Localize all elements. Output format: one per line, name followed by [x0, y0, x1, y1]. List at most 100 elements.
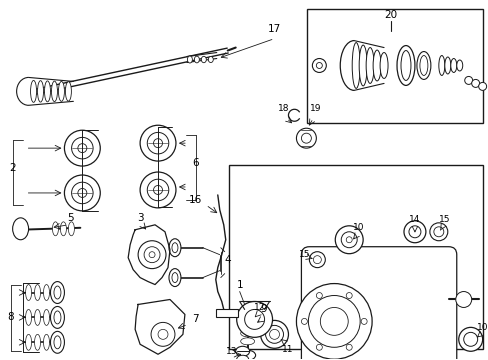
Circle shape: [429, 223, 447, 241]
Circle shape: [147, 179, 168, 201]
Circle shape: [301, 318, 307, 324]
Ellipse shape: [269, 329, 279, 339]
Text: 17: 17: [267, 24, 281, 33]
Circle shape: [312, 59, 325, 72]
Text: 6: 6: [192, 158, 199, 168]
Ellipse shape: [260, 320, 288, 348]
Ellipse shape: [35, 310, 41, 325]
Text: 15: 15: [298, 250, 309, 259]
Ellipse shape: [240, 338, 254, 345]
Ellipse shape: [25, 284, 32, 301]
Ellipse shape: [240, 330, 254, 337]
Text: 9: 9: [260, 305, 266, 314]
Ellipse shape: [372, 50, 380, 81]
Ellipse shape: [169, 239, 181, 257]
Circle shape: [361, 318, 366, 324]
Text: 14: 14: [408, 215, 420, 224]
Ellipse shape: [172, 243, 178, 253]
Ellipse shape: [239, 350, 255, 360]
Bar: [228, 165, 482, 349]
Ellipse shape: [416, 51, 430, 80]
Ellipse shape: [54, 311, 61, 324]
Text: 10: 10: [476, 323, 488, 332]
Ellipse shape: [65, 82, 71, 101]
Circle shape: [335, 226, 363, 254]
Circle shape: [296, 128, 316, 148]
Circle shape: [316, 293, 322, 298]
Circle shape: [140, 125, 176, 161]
Text: 12: 12: [253, 303, 265, 312]
Circle shape: [147, 132, 168, 154]
Circle shape: [64, 130, 100, 166]
Circle shape: [320, 307, 347, 336]
Circle shape: [244, 310, 264, 329]
Ellipse shape: [194, 56, 199, 63]
Circle shape: [78, 144, 87, 153]
Ellipse shape: [201, 56, 206, 63]
Circle shape: [316, 344, 322, 350]
Ellipse shape: [265, 325, 283, 343]
Circle shape: [463, 332, 477, 346]
Ellipse shape: [61, 222, 66, 236]
Ellipse shape: [419, 55, 427, 76]
Ellipse shape: [25, 334, 32, 350]
Circle shape: [71, 138, 93, 159]
Text: 2: 2: [9, 163, 16, 173]
Ellipse shape: [43, 310, 49, 325]
Ellipse shape: [396, 46, 414, 85]
Bar: [215, 310, 237, 318]
FancyBboxPatch shape: [301, 247, 456, 360]
Ellipse shape: [52, 222, 59, 236]
Ellipse shape: [235, 346, 249, 356]
Ellipse shape: [43, 284, 49, 301]
Ellipse shape: [54, 336, 61, 349]
Circle shape: [433, 227, 443, 237]
Ellipse shape: [400, 50, 410, 80]
Text: 16: 16: [189, 195, 202, 205]
Circle shape: [153, 185, 162, 194]
Ellipse shape: [31, 80, 37, 102]
Ellipse shape: [35, 284, 41, 301]
Circle shape: [78, 189, 87, 197]
Circle shape: [153, 139, 162, 148]
Circle shape: [455, 292, 471, 307]
Ellipse shape: [208, 57, 213, 63]
Circle shape: [140, 172, 176, 208]
Text: 13: 13: [225, 347, 237, 356]
Circle shape: [158, 329, 168, 339]
Ellipse shape: [438, 55, 444, 76]
Text: 15: 15: [438, 215, 449, 224]
Ellipse shape: [351, 42, 360, 89]
Ellipse shape: [44, 81, 50, 102]
Circle shape: [236, 301, 272, 337]
Ellipse shape: [13, 218, 28, 240]
Ellipse shape: [456, 60, 462, 71]
Circle shape: [464, 76, 472, 84]
Ellipse shape: [25, 310, 32, 325]
Circle shape: [308, 296, 360, 347]
Ellipse shape: [50, 306, 64, 328]
Text: 7: 7: [192, 314, 199, 324]
Text: 11: 11: [281, 345, 293, 354]
Circle shape: [471, 80, 479, 87]
Ellipse shape: [35, 334, 41, 350]
Circle shape: [478, 82, 486, 90]
Text: 1: 1: [236, 280, 243, 289]
Text: 18: 18: [277, 104, 289, 113]
Circle shape: [346, 293, 351, 298]
Circle shape: [138, 241, 165, 269]
Circle shape: [151, 323, 175, 346]
Ellipse shape: [38, 81, 43, 102]
Ellipse shape: [169, 269, 181, 287]
Ellipse shape: [59, 81, 64, 101]
Text: 19: 19: [309, 104, 321, 113]
Circle shape: [408, 226, 420, 238]
Ellipse shape: [450, 59, 456, 72]
Ellipse shape: [43, 334, 49, 350]
Circle shape: [296, 284, 371, 359]
Ellipse shape: [236, 355, 248, 360]
Ellipse shape: [172, 273, 178, 283]
Circle shape: [346, 344, 351, 350]
Ellipse shape: [359, 45, 366, 86]
Circle shape: [346, 237, 351, 243]
